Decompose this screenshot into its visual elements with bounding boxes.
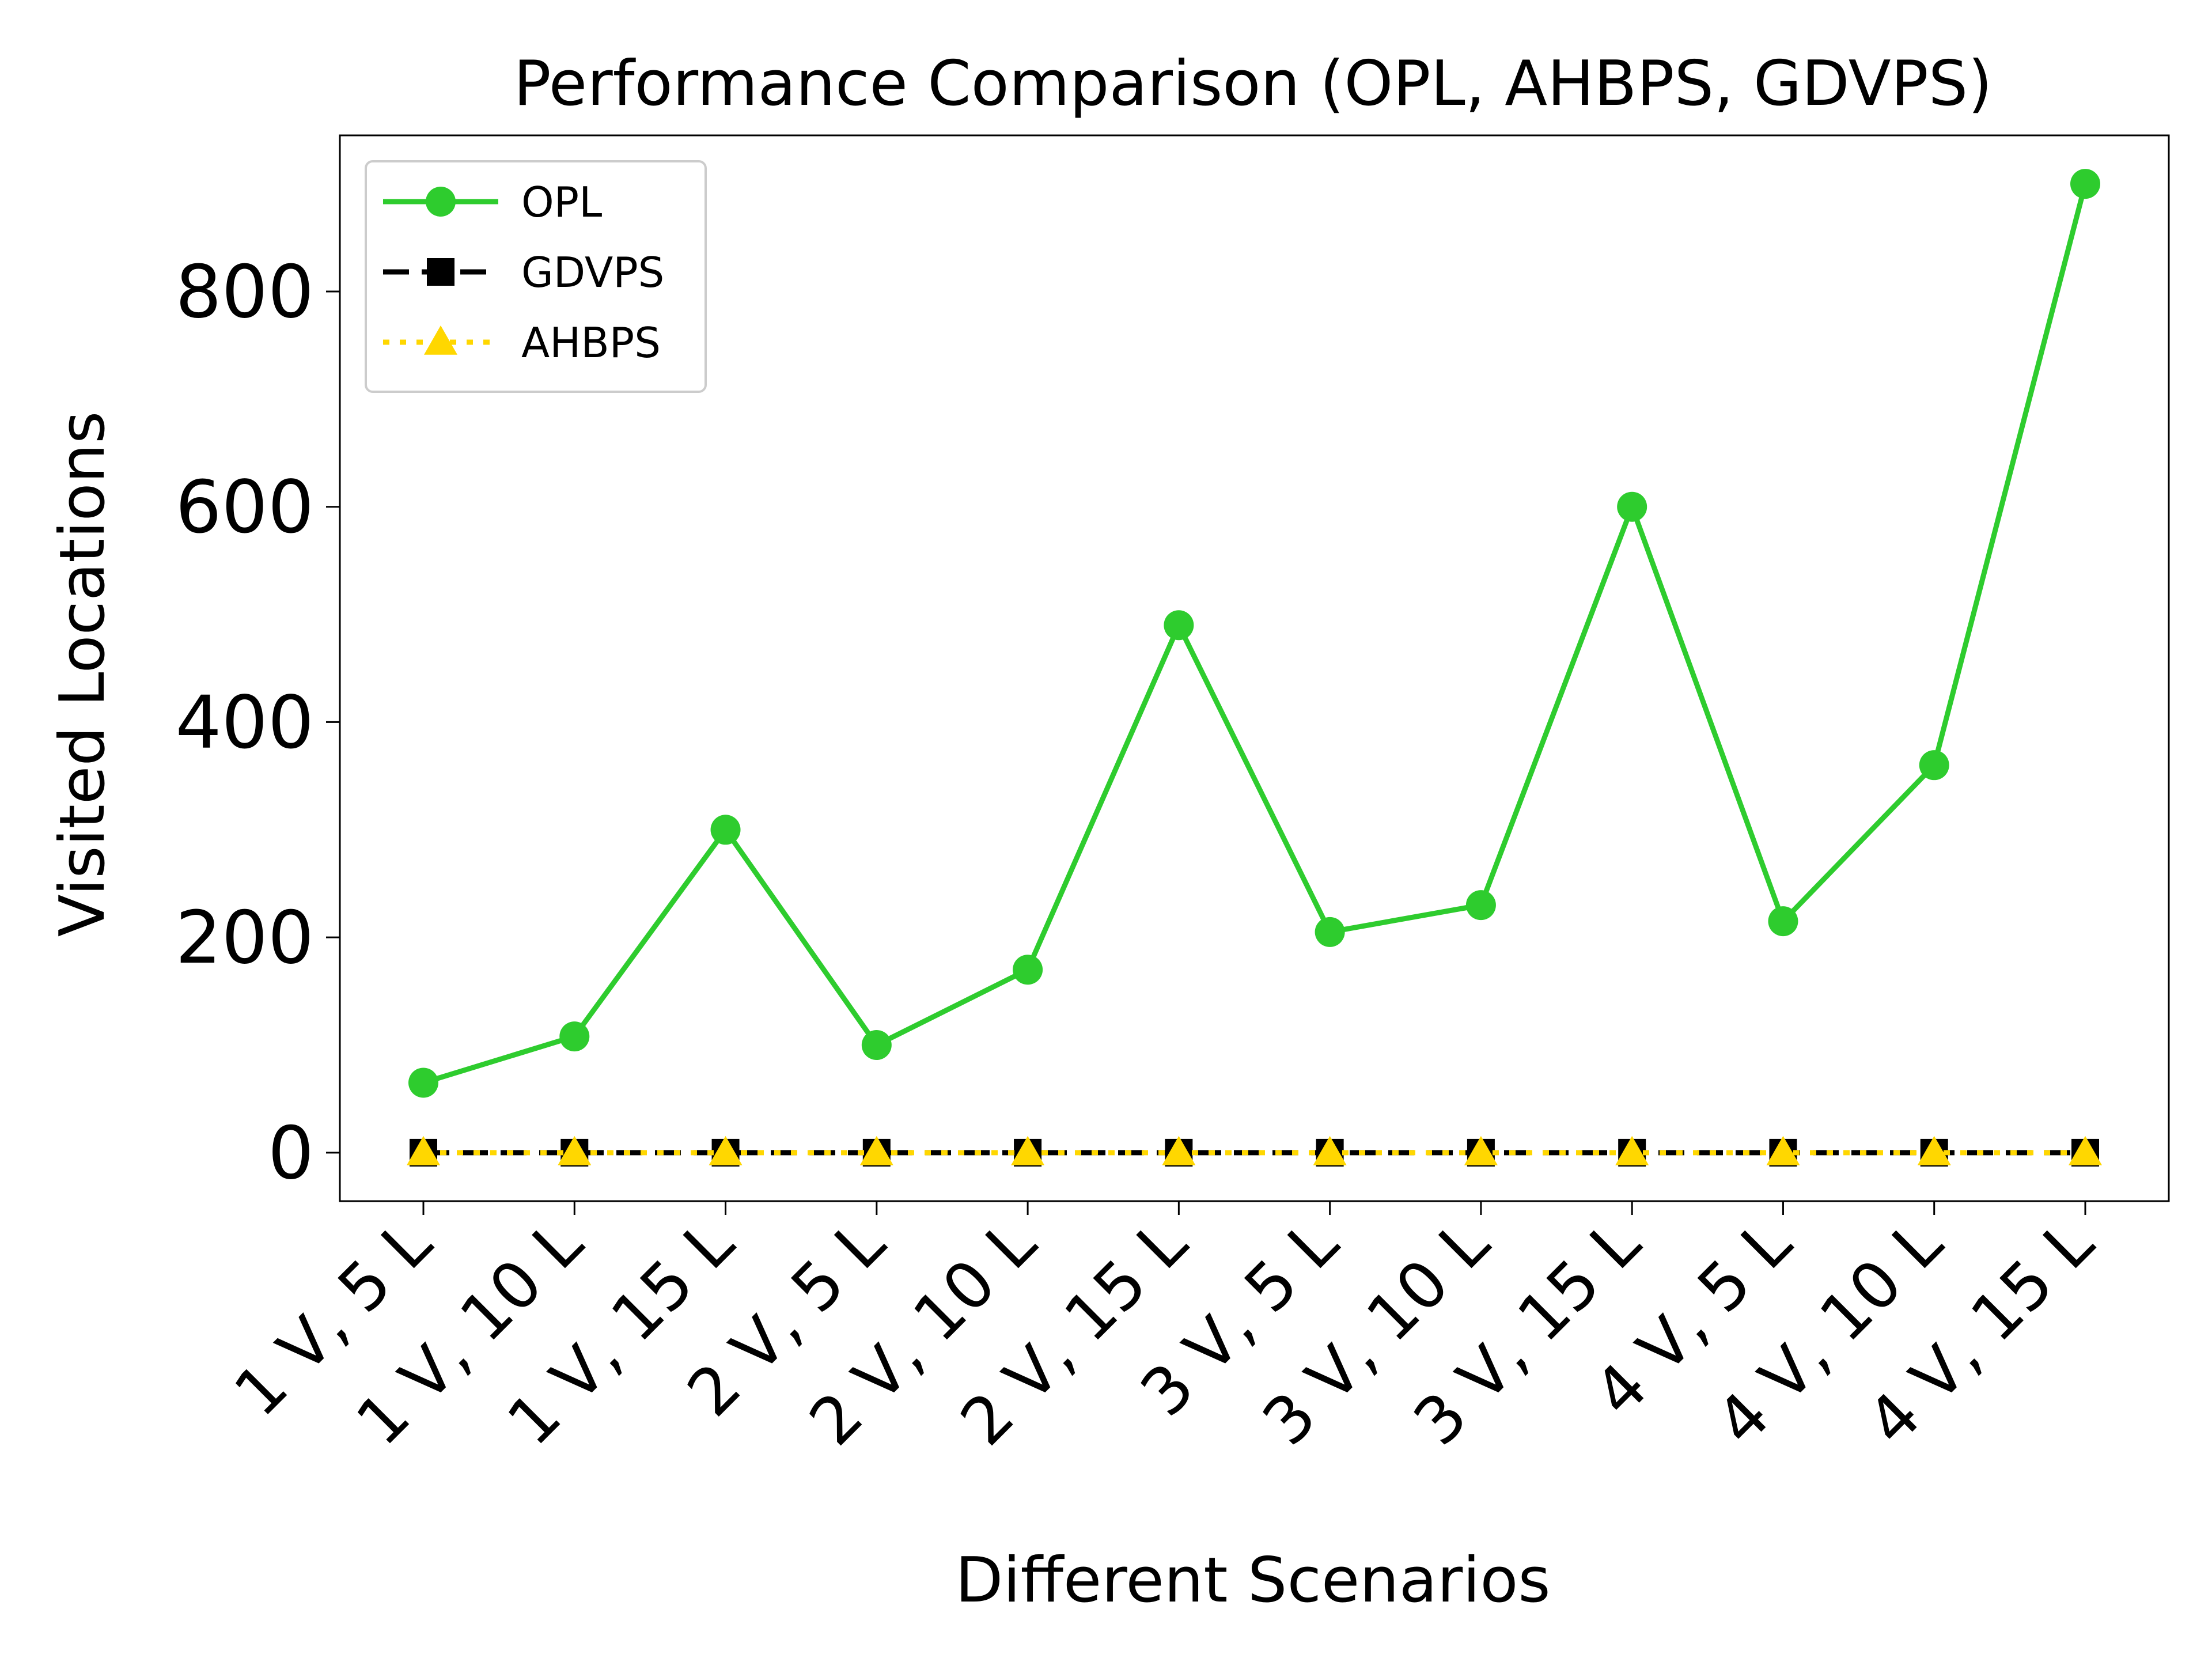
legend-marker-ahbps [424, 325, 457, 355]
data-point-ahbps-3 [859, 1135, 893, 1165]
series-ahbps [407, 1135, 2102, 1165]
data-point-ahbps-7 [1464, 1135, 1498, 1165]
data-point-ahbps-1 [558, 1135, 592, 1165]
data-point-ahbps-8 [1615, 1135, 1649, 1165]
data-point-ahbps-2 [709, 1135, 743, 1165]
data-point-opl-0 [408, 1067, 438, 1098]
legend-label-ahbps: AHBPS [521, 319, 661, 367]
y-tick-label-1: 200 [176, 895, 315, 980]
data-point-opl-2 [710, 815, 741, 845]
data-point-ahbps-9 [1766, 1135, 1800, 1165]
data-point-opl-11 [2070, 169, 2100, 199]
y-tick-label-0: 0 [268, 1111, 314, 1195]
legend-box [365, 160, 707, 393]
plot-frame [339, 134, 2170, 1202]
legend: OPL GDVPS AHBPS [365, 160, 707, 393]
data-point-opl-6 [1315, 917, 1345, 947]
y-tick-label-4: 800 [176, 249, 315, 334]
legend-marker-opl [426, 187, 456, 217]
y-tick-label-3: 600 [176, 465, 315, 550]
chart-title: Performance Comparison (OPL, AHBPS, GDVP… [514, 48, 1993, 120]
series-line-opl [422, 183, 2088, 1085]
data-point-ahbps-4 [1011, 1135, 1045, 1165]
data-point-opl-8 [1617, 491, 1647, 522]
series-opl [408, 169, 2100, 1098]
data-point-ahbps-0 [407, 1135, 440, 1165]
data-point-ahbps-5 [1162, 1135, 1196, 1165]
data-point-opl-5 [1164, 610, 1194, 641]
data-point-ahbps-11 [2069, 1135, 2102, 1165]
data-point-opl-7 [1465, 890, 1496, 921]
data-point-opl-1 [559, 1021, 590, 1052]
data-point-ahbps-6 [1313, 1135, 1347, 1165]
legend-label-opl: OPL [521, 178, 602, 226]
data-point-opl-10 [1919, 750, 1949, 781]
legend-label-gdvps: GDVPS [521, 248, 664, 297]
y-tick-label-2: 400 [176, 680, 315, 764]
data-point-opl-9 [1768, 906, 1798, 937]
data-point-opl-4 [1013, 955, 1043, 985]
data-point-opl-3 [861, 1030, 892, 1061]
data-point-ahbps-10 [1917, 1135, 1951, 1165]
x-axis-label: Different Scenarios [955, 1544, 1550, 1616]
y-axis-label: Visited Locations [47, 411, 119, 937]
legend-marker-gdvps [427, 258, 454, 286]
